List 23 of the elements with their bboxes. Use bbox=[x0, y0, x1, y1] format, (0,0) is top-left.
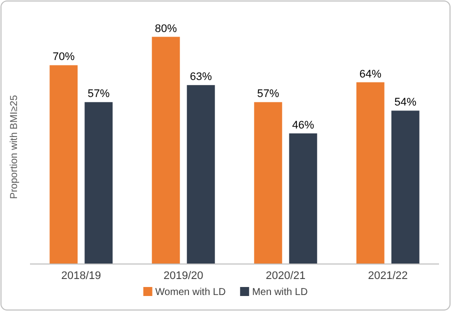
data-label: 46% bbox=[292, 119, 314, 132]
bar bbox=[356, 82, 384, 264]
data-label: 57% bbox=[257, 88, 280, 100]
x-tick-label: 2020/21 bbox=[266, 270, 306, 282]
bar bbox=[186, 85, 215, 264]
legend-label: Men with LD bbox=[252, 287, 308, 298]
y-axis-title: Proportion with BMI≥25 bbox=[9, 94, 20, 199]
data-label: 57% bbox=[88, 88, 110, 100]
x-tick-label: 2018/19 bbox=[61, 270, 102, 282]
data-label: 70% bbox=[52, 51, 75, 64]
data-label: 54% bbox=[394, 96, 417, 109]
bar bbox=[289, 133, 318, 264]
legend-label: Women with LD bbox=[155, 287, 226, 298]
bar bbox=[391, 110, 420, 264]
bar bbox=[152, 36, 180, 264]
data-label: 63% bbox=[190, 71, 212, 84]
bar bbox=[254, 102, 282, 264]
data-label: 80% bbox=[154, 22, 178, 35]
x-tick-label: 2019/20 bbox=[163, 270, 204, 282]
bar bbox=[84, 102, 113, 264]
bar bbox=[50, 65, 78, 264]
x-tick-label: 2021/22 bbox=[368, 270, 408, 282]
data-label: 64% bbox=[359, 68, 382, 80]
